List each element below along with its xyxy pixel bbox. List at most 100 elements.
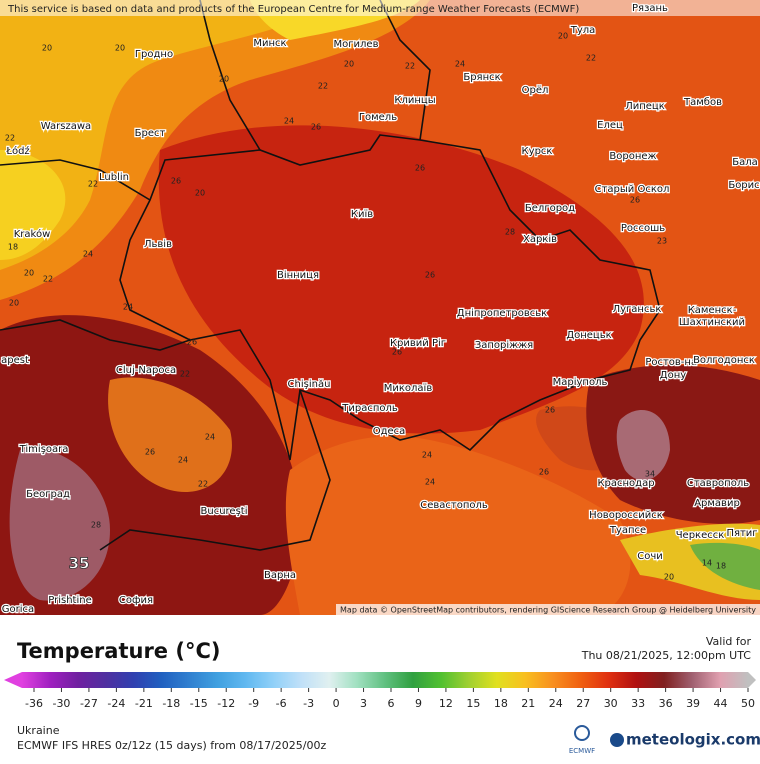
city-label: Gorica bbox=[2, 604, 34, 615]
isotherm-label: 22 bbox=[318, 82, 328, 91]
isotherm-label: 24 bbox=[422, 451, 432, 460]
brand[interactable]: meteologix.com bbox=[626, 731, 760, 749]
colorbar-arrow bbox=[748, 672, 756, 688]
colorbar-tick-label: 36 bbox=[659, 697, 673, 710]
colorbar-tick-label: -36 bbox=[25, 697, 43, 710]
colorbar-tick-label: -18 bbox=[162, 697, 180, 710]
city-label: Ростов-на- bbox=[645, 357, 701, 368]
city-label: Борис bbox=[728, 180, 759, 191]
city-label: Запоріжжя bbox=[475, 339, 533, 351]
isotherm-label: 22 bbox=[405, 62, 415, 71]
city-label: Вінниця bbox=[277, 269, 319, 281]
isotherm-label: 18 bbox=[716, 562, 726, 571]
city-label: Брест bbox=[135, 128, 166, 139]
isotherm-label: 22 bbox=[88, 180, 98, 189]
isotherm-label: 26 bbox=[187, 338, 197, 347]
city-label: Туапсе bbox=[609, 525, 646, 536]
city-label: Каменск- bbox=[688, 305, 737, 316]
city-label: Брянск bbox=[463, 72, 500, 83]
colorbar-tick-label: 0 bbox=[333, 697, 340, 710]
city-label: София bbox=[119, 595, 153, 606]
city-label: Луганськ bbox=[613, 304, 662, 315]
city-label: Тирасполь bbox=[341, 403, 398, 414]
isotherm-label: 22 bbox=[198, 480, 208, 489]
mild-zone bbox=[0, 0, 330, 270]
colorbar-tick-label: -12 bbox=[217, 697, 235, 710]
border-line bbox=[119, 134, 661, 461]
city-label: Cluj-Napoca bbox=[116, 365, 176, 376]
city-label: Курск bbox=[522, 146, 553, 157]
city-label: Могилев bbox=[334, 39, 379, 50]
city-label: Prishtine bbox=[48, 595, 91, 606]
city-label: Харків bbox=[523, 233, 557, 245]
colorbar-tick-label: 44 bbox=[714, 697, 728, 710]
sea bbox=[285, 436, 631, 615]
isotherm-label: 14 bbox=[702, 559, 712, 568]
isotherm-label: 26 bbox=[539, 468, 549, 477]
isotherm-label: 22 bbox=[43, 275, 53, 284]
isotherm-label: 20 bbox=[42, 44, 52, 53]
city-label: Warszawa bbox=[41, 121, 91, 132]
attribution-bg bbox=[336, 604, 760, 615]
isotherm-label: 26 bbox=[311, 123, 321, 132]
border-line bbox=[379, 0, 431, 141]
isotherm-label: 26 bbox=[425, 271, 435, 280]
city-label: Сочи bbox=[637, 551, 663, 562]
isotherm-label: 22 bbox=[5, 134, 15, 143]
colorbar-tick-label: 27 bbox=[576, 697, 590, 710]
city-label: Бала bbox=[732, 157, 758, 168]
city-label: Белгород bbox=[525, 203, 575, 214]
city-label: Россошь bbox=[621, 223, 665, 234]
city-label: Варна bbox=[264, 570, 296, 581]
hot-zone bbox=[158, 125, 644, 434]
borders bbox=[0, 0, 661, 551]
colorbar-tick-label: 24 bbox=[549, 697, 563, 710]
city-label: Черкесск bbox=[676, 530, 725, 541]
colorbar-tick-label: 50 bbox=[741, 697, 755, 710]
colorbar-tick-label: -21 bbox=[135, 697, 153, 710]
colorbar-tick-label: -24 bbox=[107, 697, 125, 710]
colorbar-tick-label: -6 bbox=[276, 697, 287, 710]
city-label: Дніпропетровськ bbox=[457, 307, 547, 319]
highlight-label: 35 bbox=[69, 555, 90, 573]
colorbar-tick-label: -3 bbox=[303, 697, 314, 710]
isotherm-label: 20 bbox=[9, 299, 19, 308]
brand-icon[interactable] bbox=[610, 733, 624, 747]
city-label: Липецк bbox=[625, 101, 665, 112]
colorbar-tick-label: 21 bbox=[521, 697, 535, 710]
colorbar-tick-label: 12 bbox=[439, 697, 453, 710]
map: This service is based on data and produc… bbox=[0, 0, 760, 616]
city-label: Клинцы bbox=[394, 95, 435, 106]
isotherm-label: 26 bbox=[630, 196, 640, 205]
isotherm-label: 20 bbox=[219, 75, 229, 84]
city-label: Донецьк bbox=[566, 330, 611, 341]
colorbar-tick-label: -30 bbox=[52, 697, 70, 710]
city-label: Тула bbox=[570, 25, 596, 36]
ecmwf-icon bbox=[574, 725, 590, 741]
mountain-zone bbox=[108, 377, 232, 492]
isotherm-label: 24 bbox=[83, 250, 93, 259]
mild-zone bbox=[620, 523, 760, 600]
colorbar-tick-label: -15 bbox=[190, 697, 208, 710]
border-line bbox=[0, 319, 191, 351]
isotherm-label: 20 bbox=[344, 60, 354, 69]
attribution: Map data © OpenStreetMap contributors, r… bbox=[340, 606, 756, 615]
city-label: Одеса bbox=[373, 426, 406, 437]
isotherm-label: 26 bbox=[145, 448, 155, 457]
isotherm-label: 20 bbox=[558, 32, 568, 41]
colorbar-tick-label: 9 bbox=[415, 697, 422, 710]
isotherm-label: 24 bbox=[178, 456, 188, 465]
city-label: Тамбов bbox=[683, 97, 722, 108]
city-label: Kraków bbox=[14, 228, 51, 240]
city-label: Гродно bbox=[135, 49, 173, 60]
isotherm-label: 20 bbox=[24, 269, 34, 278]
city-label: Lublin bbox=[99, 172, 129, 183]
isotherm-label: 28 bbox=[505, 228, 515, 237]
isotherm-label: 22 bbox=[586, 54, 596, 63]
isotherm-label: 26 bbox=[415, 164, 425, 173]
city-label: Timişoara bbox=[19, 444, 69, 455]
city-label: Воронеж bbox=[609, 151, 656, 162]
ecmwf-logo: ECMWF bbox=[569, 747, 595, 755]
colorbar-tick-label: -9 bbox=[248, 697, 259, 710]
isotherm-label: 26 bbox=[392, 348, 402, 357]
